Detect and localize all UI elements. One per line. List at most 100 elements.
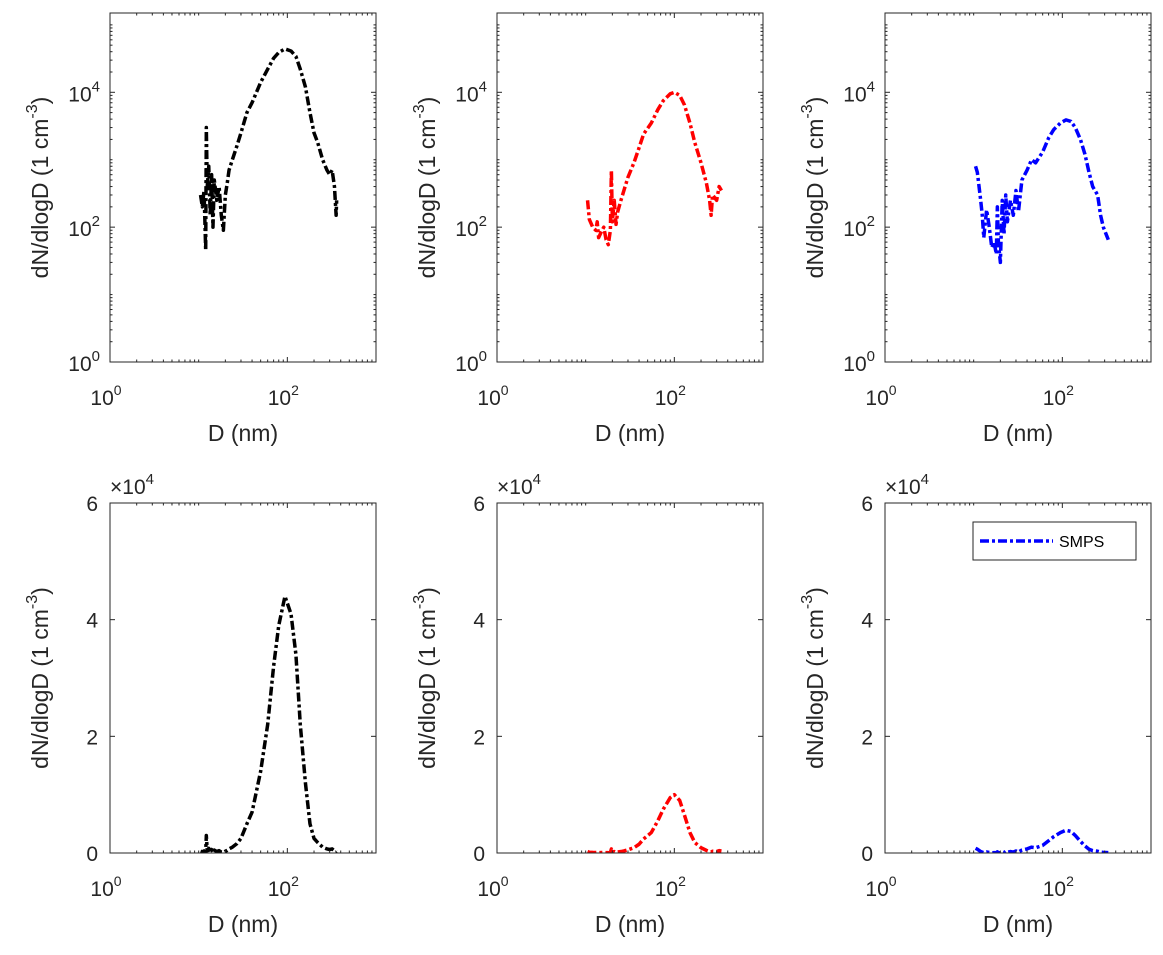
tick-base: 10: [455, 218, 478, 241]
tick-exponent: 2: [1066, 382, 1074, 398]
tick-exponent: 2: [678, 873, 686, 889]
y-label-main: dN/dlogD (1 cm: [802, 119, 828, 279]
multiplier-exponent: 4: [533, 471, 541, 488]
y-tick-label: 6: [473, 493, 485, 516]
tick-exponent: 2: [867, 213, 875, 230]
plot-area: [885, 13, 1151, 362]
tick-base: 10: [1043, 878, 1066, 901]
data-line-black: [198, 47, 339, 253]
y-tick-label: 104: [843, 78, 875, 106]
x-tick-label: 100: [477, 873, 508, 901]
tick-base: 10: [865, 387, 888, 410]
axes-box: [496, 12, 764, 363]
axes-box: [496, 502, 764, 854]
y-label-exponent: -3: [411, 104, 428, 118]
y-label-exponent: -3: [24, 595, 41, 609]
y-tick-label: 2: [861, 726, 873, 749]
y-label-exponent: -3: [411, 595, 428, 609]
y-label-tail: ): [414, 587, 440, 595]
tick-base: 10: [865, 878, 888, 901]
tick-exponent: 2: [479, 213, 487, 230]
tick-base: 10: [90, 878, 113, 901]
tick-base: 10: [455, 83, 478, 106]
x-tick-label: 102: [268, 873, 299, 901]
tick-base: 10: [843, 353, 866, 376]
plot-area: [497, 13, 763, 362]
y-tick-label: 104: [455, 78, 487, 106]
plot-area: [885, 503, 1151, 853]
x-tick-label: 102: [1043, 382, 1074, 410]
y-tick-label: 102: [843, 213, 875, 241]
y-tick-label: 2: [86, 726, 98, 749]
y-tick-label: 102: [455, 213, 487, 241]
y-multiplier-label: ×104: [885, 471, 929, 499]
y-label-tail: ): [802, 97, 828, 105]
y-tick-label: 4: [861, 610, 873, 633]
x-axis-label: D (nm): [208, 911, 278, 937]
x-tick-label: 100: [477, 382, 508, 410]
y-label-exponent: -3: [799, 104, 816, 118]
x-tick-label: 102: [655, 382, 686, 410]
tick-base: 10: [655, 387, 678, 410]
x-axis-label: D (nm): [208, 420, 278, 446]
tick-exponent: 2: [92, 213, 100, 230]
tick-exponent: 0: [501, 873, 509, 889]
y-tick-label: 6: [861, 493, 873, 516]
tick-exponent: 0: [501, 382, 509, 398]
multiplier-base: ×10: [110, 476, 146, 499]
tick-exponent: 2: [291, 382, 299, 398]
y-label-exponent: -3: [24, 104, 41, 118]
y-label-main: dN/dlogD (1 cm: [414, 119, 440, 279]
y-label-main: dN/dlogD (1 cm: [414, 609, 440, 769]
axes-box: [109, 12, 377, 363]
y-label-tail: ): [802, 587, 828, 595]
axes-box: [109, 502, 377, 854]
x-axis-label: D (nm): [595, 911, 665, 937]
tick-base: 10: [1043, 387, 1066, 410]
y-axis-label: dN/dlogD (1 cm-3): [799, 587, 828, 769]
x-tick-label: 102: [1043, 873, 1074, 901]
legend-box: [972, 521, 1137, 561]
tick-base: 10: [68, 218, 91, 241]
tick-exponent: 0: [867, 348, 875, 365]
y-tick-label: 2: [473, 726, 485, 749]
tick-base: 10: [268, 878, 291, 901]
x-tick-label: 102: [655, 873, 686, 901]
x-axis-label: D (nm): [595, 420, 665, 446]
y-multiplier-label: ×104: [110, 471, 154, 499]
tick-exponent: 0: [114, 382, 122, 398]
tick-exponent: 4: [92, 78, 100, 95]
multiplier-exponent: 4: [146, 471, 154, 488]
plot-area: [110, 503, 376, 853]
tick-base: 10: [90, 387, 113, 410]
y-tick-label: 0: [473, 843, 485, 866]
tick-exponent: 0: [92, 348, 100, 365]
x-tick-label: 100: [865, 382, 896, 410]
tick-exponent: 0: [114, 873, 122, 889]
y-label-main: dN/dlogD (1 cm: [27, 609, 53, 769]
multiplier-base: ×10: [885, 476, 921, 499]
plot-area: [110, 13, 376, 362]
tick-exponent: 0: [889, 873, 897, 889]
data-line-blue: [973, 118, 1110, 265]
y-label-tail: ): [414, 97, 440, 105]
y-label-main: dN/dlogD (1 cm: [802, 609, 828, 769]
axes-box: [884, 502, 1152, 854]
x-tick-label: 102: [268, 382, 299, 410]
multiplier-exponent: 4: [921, 471, 929, 488]
plot-area: [497, 503, 763, 853]
tick-base: 10: [455, 353, 478, 376]
y-label-exponent: -3: [799, 595, 816, 609]
y-axis-label: dN/dlogD (1 cm-3): [24, 587, 53, 769]
y-label-main: dN/dlogD (1 cm: [27, 119, 53, 279]
y-tick-label: 0: [861, 843, 873, 866]
x-tick-label: 100: [90, 382, 121, 410]
tick-exponent: 2: [291, 873, 299, 889]
tick-exponent: 2: [1066, 873, 1074, 889]
x-axis-label: D (nm): [983, 911, 1053, 937]
